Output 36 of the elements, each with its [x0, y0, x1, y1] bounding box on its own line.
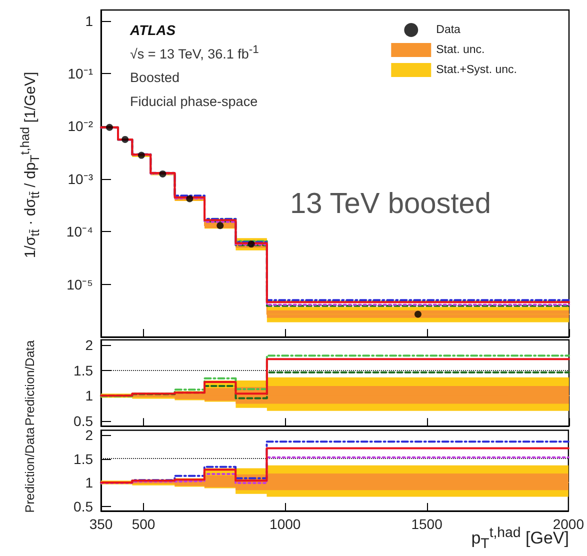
- x-tick-label: 350: [89, 516, 113, 532]
- y-tick-label: 1.5: [74, 362, 94, 378]
- x-tick-label: 1000: [270, 516, 301, 532]
- y-tick-label: 0.5: [74, 413, 94, 430]
- annotation: Fiducial phase-space: [130, 94, 258, 109]
- y-tick-label: 10⁻³: [68, 170, 94, 187]
- legend-label: Stat. unc.: [436, 44, 485, 56]
- y-tick-label: 1: [85, 474, 94, 490]
- point: [414, 310, 422, 318]
- annotation: Boosted: [130, 70, 180, 85]
- y-tick-label: 10⁻²: [68, 118, 94, 134]
- point: [248, 240, 255, 248]
- annotation: 13 TeV boosted: [290, 188, 492, 221]
- point: [138, 152, 145, 159]
- y-tick-label: 2: [85, 427, 94, 443]
- y-tick-label: 1: [85, 12, 94, 29]
- annotation: ATLAS: [130, 22, 176, 38]
- legend-label: Data: [436, 24, 462, 36]
- y-tick-label: 10⁻⁴: [66, 224, 93, 240]
- x-tick-label: 500: [132, 516, 156, 532]
- y-tick-label: 2: [85, 336, 94, 353]
- y-tick-label: 10⁻¹: [68, 65, 94, 82]
- y-tick-label: 1: [85, 388, 94, 404]
- point: [216, 222, 224, 230]
- y-tick-label: 1.5: [74, 450, 94, 467]
- point: [186, 195, 194, 202]
- y-tick-label: 10⁻⁵: [66, 276, 93, 292]
- point: [106, 124, 114, 131]
- y-axis-title: Prediction/Data: [23, 340, 37, 426]
- point: [159, 170, 166, 178]
- x-tick-label: 1500: [411, 516, 443, 532]
- annotation: √s = 13 TeV, 36.1 fb$^{-1}$: [130, 44, 259, 62]
- y-tick-label: 0.5: [74, 498, 94, 514]
- legend-label: Stat.+Syst. unc.: [436, 64, 517, 76]
- point: [122, 136, 129, 143]
- y-axis-title: Prediction/Data: [23, 427, 37, 513]
